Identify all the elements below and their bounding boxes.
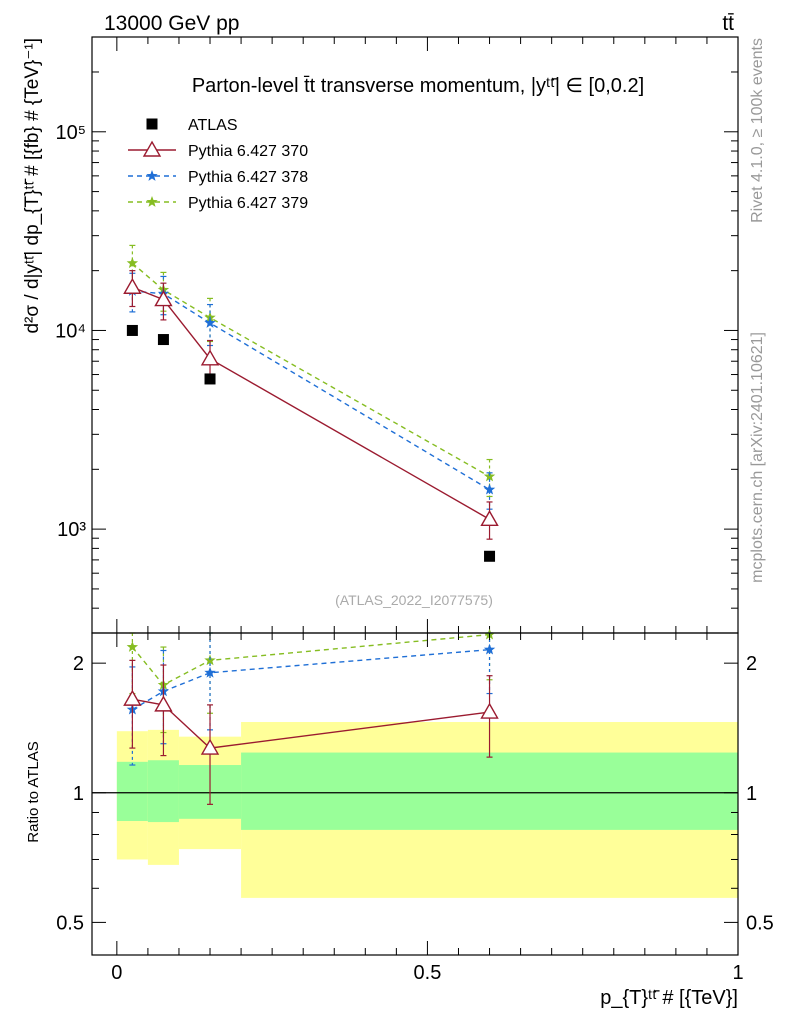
ratio-point-2-2 (200, 738, 220, 755)
ratio-band-green-3 (241, 752, 739, 830)
legend-marker-2 (146, 170, 158, 181)
main-point-3-2 (204, 373, 216, 385)
ratio-xtick-label: 1 (732, 962, 743, 984)
legend-marker-3 (146, 196, 158, 207)
ratio-point-1-2 (204, 666, 216, 678)
legend-label-1: Pythia 6.427 370 (188, 143, 308, 160)
main-point-2-0 (123, 277, 142, 294)
ratio-point-2-3 (480, 702, 499, 719)
legend-marker-1 (142, 140, 162, 157)
legend: ATLAS Pythia 6.427 370 Pythia 6.427 378 Pyt… (128, 117, 308, 212)
main-series-3 (126, 324, 496, 562)
ratio-series-line-1 (132, 648, 490, 711)
ratio-band-green-0 (116, 761, 148, 821)
main-ytick-label: 10⁵ (55, 122, 86, 144)
main-point-1-2 (204, 317, 216, 328)
main-point-2-1 (154, 290, 173, 307)
main-ylabel: d²σ / d|yᵗᵗ̄| dp_{T}ᵗᵗ̄ # [{fb} # {TeV}⁻… (22, 38, 43, 334)
main-series-line-2 (132, 286, 490, 520)
main-point-3-0 (126, 324, 138, 336)
main-series-line-1 (132, 290, 490, 491)
main-ytick-label: 10³ (57, 519, 86, 541)
main-ytick-label: 10⁴ (55, 320, 86, 342)
main-axis-ticks: 10³ 10⁴ 10⁵ (55, 36, 739, 634)
main-point-2-2 (200, 349, 220, 366)
ratio-band-green-1 (147, 760, 179, 823)
ratio-series-layer (123, 628, 499, 805)
main-series-1 (126, 272, 496, 510)
ratio-ylabel: Ratio to ATLAS (25, 741, 42, 842)
rivet-watermark: Rivet 4.1.0, ≥ 100k events (749, 38, 766, 223)
ratio-ytick-label-left: 0.5 (56, 912, 84, 934)
ratio-ytick-label-right: 2 (746, 653, 757, 675)
legend-label-3: Pythia 6.427 379 (188, 195, 308, 212)
main-series-2 (123, 270, 499, 540)
legend-marker-0 (146, 118, 158, 130)
analysis-id: (ATLAS_2022_I2077575) (335, 592, 493, 608)
energy-label: 13000 GeV pp (104, 12, 239, 35)
ratio-point-2-0 (123, 689, 142, 706)
main-point-0-3 (483, 470, 496, 482)
ratio-series-line-2 (132, 698, 490, 749)
ratio-point-2-1 (154, 695, 173, 712)
ratio-point-0-0 (126, 641, 139, 652)
ratio-series-0 (126, 628, 496, 734)
ratio-xtick-label: 0.5 (414, 962, 442, 984)
main-title: Parton-level t̄t transverse momentum, |y… (192, 75, 644, 97)
main-point-3-3 (484, 550, 496, 562)
mcplots-watermark: mcplots.cern.ch [arXiv:2401.10621] (749, 332, 766, 583)
process-label: tt̄ (722, 12, 734, 35)
ratio-frame (91, 632, 739, 956)
main-series-layer (123, 244, 499, 562)
legend-entry-3: Pythia 6.427 379 (128, 195, 308, 212)
legend-entry-1: Pythia 6.427 370 (128, 140, 308, 160)
ratio-point-1-3 (483, 643, 496, 655)
ratio-ytick-label-left: 2 (73, 653, 84, 675)
ratio-ytick-label-right: 1 (746, 783, 757, 805)
ratio-ytick-label-left: 1 (73, 783, 84, 805)
main-series-line-0 (131, 262, 490, 478)
ratio-panel: 0.5 0.5 1 1 2 2 0 0.5 1 Ratio to ATLAS p_{T}ᵗᵗ̄ … (25, 628, 774, 1009)
ratio-series-2 (123, 659, 499, 805)
ratio-xtick-label: 0 (111, 962, 122, 984)
legend-label-0: ATLAS (188, 117, 238, 134)
main-point-0-0 (126, 257, 139, 269)
legend-label-2: Pythia 6.427 378 (188, 169, 308, 186)
ratio-series-line-0 (131, 633, 490, 686)
ratio-axis-ticks: 0.5 0.5 1 1 2 2 0 0.5 1 (56, 633, 774, 984)
main-point-2-3 (480, 509, 499, 527)
ratio-bands (116, 722, 739, 898)
main-point-1-3 (483, 483, 496, 495)
ratio-ytick-label-right: 0.5 (746, 912, 774, 934)
legend-entry-0: ATLAS (146, 117, 238, 134)
main-panel: 10³ 10⁴ 10⁵ Parton-level t̄t transverse mo… (22, 36, 739, 634)
legend-entry-2: Pythia 6.427 378 (128, 169, 308, 186)
ratio-xlabel: p_{T}ᵗᵗ̄ # [{TeV}] (600, 987, 738, 1009)
main-series-0 (126, 244, 496, 498)
main-point-3-1 (157, 334, 169, 346)
